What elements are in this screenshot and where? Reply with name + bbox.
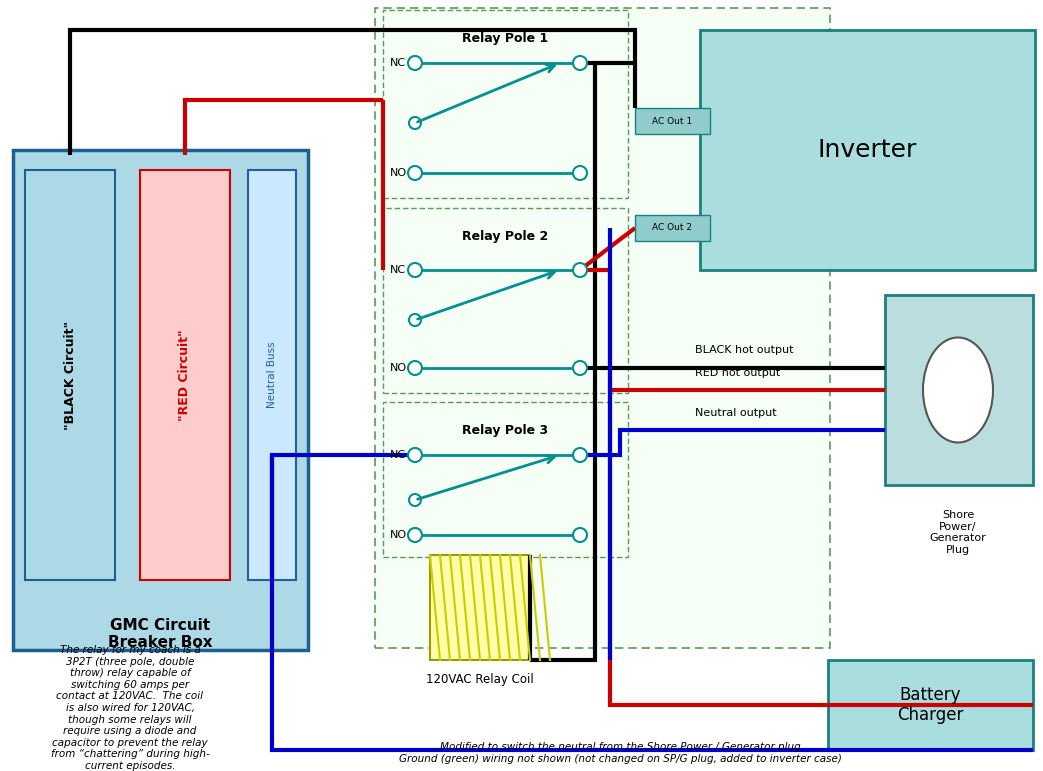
Text: NC: NC bbox=[390, 265, 406, 275]
FancyBboxPatch shape bbox=[248, 170, 296, 580]
Text: NO: NO bbox=[390, 168, 407, 178]
Ellipse shape bbox=[923, 338, 993, 443]
FancyBboxPatch shape bbox=[635, 215, 710, 241]
Circle shape bbox=[408, 166, 422, 180]
FancyBboxPatch shape bbox=[828, 660, 1033, 750]
Text: The relay for my coach is a
3P2T (three pole, double
throw) relay capable of
swi: The relay for my coach is a 3P2T (three … bbox=[51, 645, 210, 771]
Text: Neutral output: Neutral output bbox=[695, 408, 777, 418]
FancyBboxPatch shape bbox=[25, 170, 115, 580]
FancyBboxPatch shape bbox=[886, 295, 1033, 485]
Text: Relay Pole 2: Relay Pole 2 bbox=[462, 230, 549, 243]
Text: NO: NO bbox=[390, 530, 407, 540]
Circle shape bbox=[573, 448, 587, 462]
FancyBboxPatch shape bbox=[635, 108, 710, 134]
Text: Modified to switch the neutral from the Shore Power / Generator plug
Ground (gre: Modified to switch the neutral from the … bbox=[398, 742, 842, 763]
Circle shape bbox=[408, 361, 422, 375]
Circle shape bbox=[409, 314, 421, 326]
Circle shape bbox=[408, 528, 422, 542]
Text: Shore
Power/
Generator
Plug: Shore Power/ Generator Plug bbox=[929, 510, 987, 555]
Circle shape bbox=[573, 166, 587, 180]
Text: NC: NC bbox=[390, 58, 406, 68]
Text: "RED Circuit": "RED Circuit" bbox=[178, 329, 192, 421]
Text: Battery
Charger: Battery Charger bbox=[897, 685, 963, 725]
Circle shape bbox=[573, 56, 587, 70]
Text: AC Out 1: AC Out 1 bbox=[652, 116, 693, 126]
FancyBboxPatch shape bbox=[13, 150, 308, 650]
Text: NO: NO bbox=[390, 363, 407, 373]
FancyBboxPatch shape bbox=[700, 30, 1035, 270]
Text: Inverter: Inverter bbox=[818, 138, 917, 162]
Circle shape bbox=[408, 263, 422, 277]
Text: Relay Pole 3: Relay Pole 3 bbox=[462, 424, 548, 437]
Circle shape bbox=[409, 494, 421, 506]
FancyBboxPatch shape bbox=[430, 555, 530, 660]
Text: Relay Pole 1: Relay Pole 1 bbox=[462, 32, 549, 45]
Circle shape bbox=[573, 528, 587, 542]
FancyBboxPatch shape bbox=[375, 8, 830, 648]
Text: Neutral Buss: Neutral Buss bbox=[267, 342, 277, 409]
Circle shape bbox=[409, 117, 421, 129]
Text: BLACK hot output: BLACK hot output bbox=[695, 345, 794, 355]
Circle shape bbox=[408, 448, 422, 462]
Circle shape bbox=[573, 361, 587, 375]
Text: GMC Circuit
Breaker Box: GMC Circuit Breaker Box bbox=[107, 618, 213, 651]
Text: AC Out 2: AC Out 2 bbox=[652, 224, 692, 233]
Text: RED hot output: RED hot output bbox=[695, 368, 780, 378]
Circle shape bbox=[408, 56, 422, 70]
Circle shape bbox=[573, 263, 587, 277]
Text: "BLACK Circuit": "BLACK Circuit" bbox=[64, 321, 76, 429]
Text: NC: NC bbox=[390, 450, 406, 460]
FancyBboxPatch shape bbox=[140, 170, 231, 580]
Text: 120VAC Relay Coil: 120VAC Relay Coil bbox=[427, 673, 534, 686]
